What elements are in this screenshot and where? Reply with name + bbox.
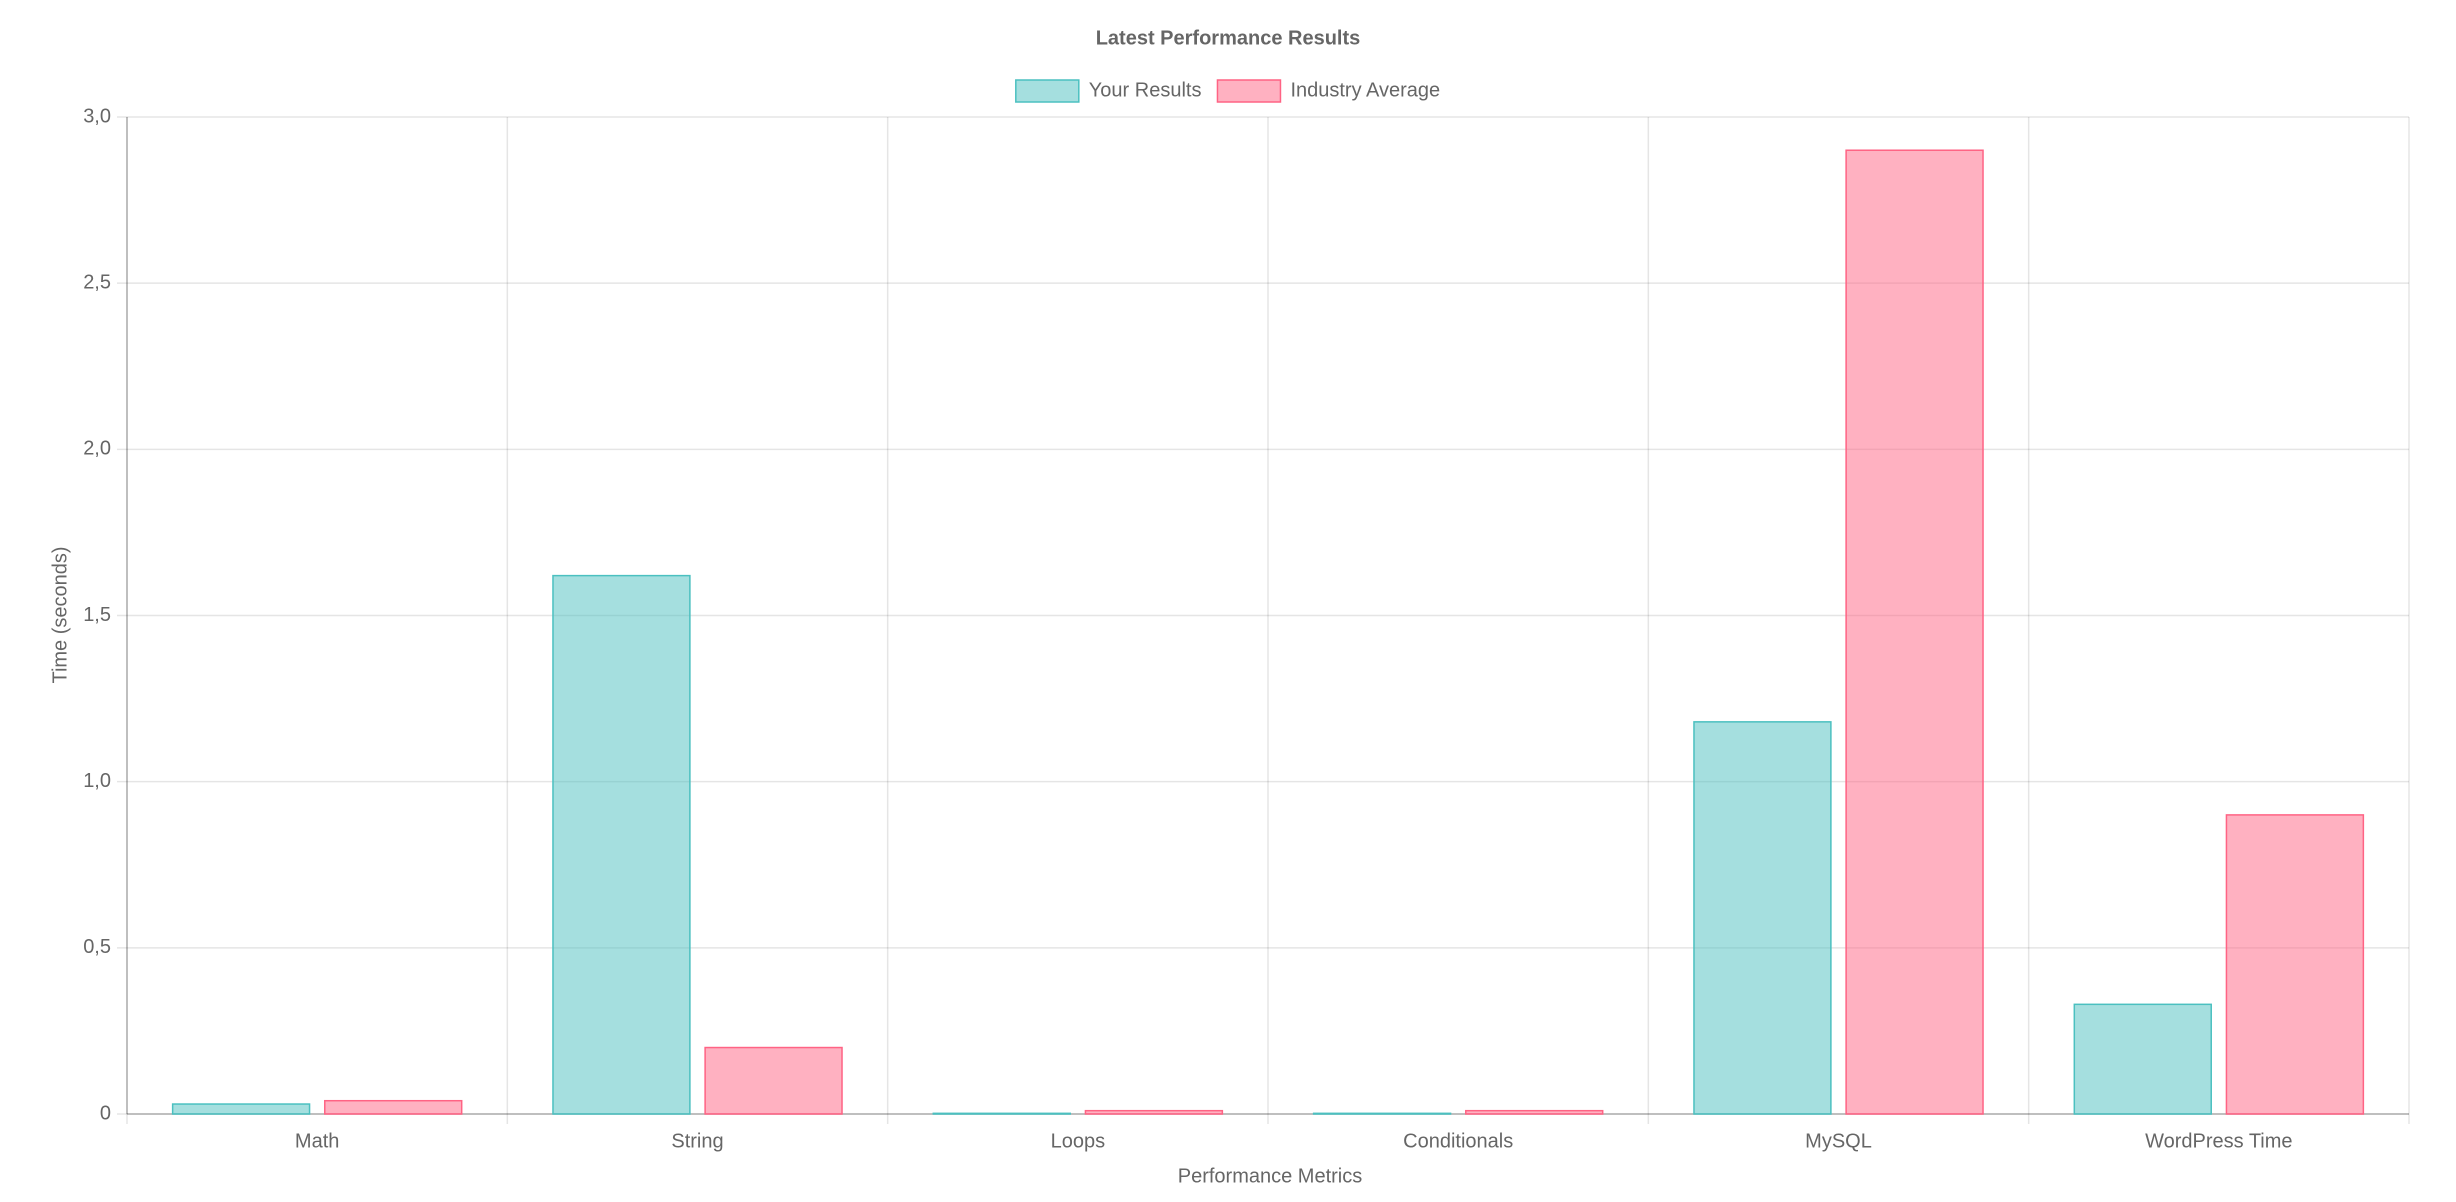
x-tick-label: String [671, 1130, 723, 1152]
chart-title: Latest Performance Results [1096, 27, 1361, 49]
y-tick-label: 0,5 [83, 936, 111, 958]
bar [1084, 1109, 1224, 1115]
y-tick-label: 1,5 [83, 604, 111, 626]
bar [1845, 149, 1984, 1115]
bar [324, 1099, 463, 1115]
x-axis-title: Performance Metrics [1178, 1165, 1363, 1187]
bar [171, 1103, 311, 1115]
x-tick-label: Conditionals [1403, 1130, 1513, 1152]
y-tick-label: 2,0 [83, 438, 111, 460]
bar [704, 1046, 843, 1115]
legend-swatch[interactable] [1216, 79, 1282, 103]
x-tick-label: Loops [1051, 1130, 1106, 1152]
x-tick-label: MySQL [1805, 1130, 1872, 1152]
legend-swatch[interactable] [1015, 79, 1080, 103]
bar [1693, 721, 1832, 1115]
y-tick-label: 1,0 [83, 770, 111, 792]
legend-label[interactable]: Your Results [1089, 79, 1202, 101]
y-tick-label: 3,0 [83, 105, 111, 127]
x-tick-label: WordPress Time [2145, 1130, 2292, 1152]
bar [932, 1112, 1071, 1115]
bar [2073, 1003, 2212, 1115]
y-axis-title: Time (seconds) [49, 546, 71, 683]
legend-label[interactable]: Industry Average [1290, 79, 1440, 101]
bar [1312, 1112, 1452, 1115]
y-tick-label: 0 [100, 1102, 111, 1124]
y-tick-label: 2,5 [83, 271, 111, 293]
bar [1465, 1109, 1604, 1115]
x-tick-label: Math [295, 1130, 339, 1152]
bar [552, 574, 691, 1115]
bar [2225, 814, 2365, 1115]
